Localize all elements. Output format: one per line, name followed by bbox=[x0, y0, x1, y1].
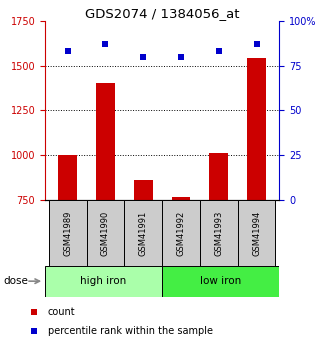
Text: GSM41990: GSM41990 bbox=[101, 210, 110, 256]
Bar bbox=[200, 200, 238, 266]
Point bbox=[141, 54, 146, 59]
Point bbox=[103, 41, 108, 47]
Point bbox=[31, 309, 37, 315]
Bar bbox=[124, 200, 162, 266]
Title: GDS2074 / 1384056_at: GDS2074 / 1384056_at bbox=[85, 7, 239, 20]
Bar bbox=[45, 266, 162, 297]
Point bbox=[216, 48, 221, 54]
Bar bbox=[134, 180, 153, 200]
Text: count: count bbox=[48, 307, 75, 317]
Bar bbox=[162, 266, 279, 297]
Bar bbox=[58, 155, 77, 200]
Point bbox=[31, 328, 37, 334]
Bar bbox=[162, 200, 200, 266]
Text: percentile rank within the sample: percentile rank within the sample bbox=[48, 326, 213, 336]
Bar bbox=[49, 200, 87, 266]
Text: low iron: low iron bbox=[200, 276, 241, 286]
Text: dose: dose bbox=[3, 276, 28, 286]
Text: GSM41993: GSM41993 bbox=[214, 210, 223, 256]
Bar bbox=[209, 154, 228, 200]
Text: high iron: high iron bbox=[80, 276, 127, 286]
Text: GSM41992: GSM41992 bbox=[177, 210, 186, 256]
Point bbox=[254, 41, 259, 47]
Text: GSM41991: GSM41991 bbox=[139, 210, 148, 256]
Bar bbox=[96, 83, 115, 200]
Bar bbox=[87, 200, 124, 266]
Bar bbox=[238, 200, 275, 266]
Point bbox=[65, 48, 70, 54]
Text: GSM41994: GSM41994 bbox=[252, 210, 261, 256]
Bar bbox=[171, 197, 190, 200]
Point bbox=[178, 54, 184, 59]
Bar bbox=[247, 58, 266, 200]
Text: GSM41989: GSM41989 bbox=[63, 210, 72, 256]
